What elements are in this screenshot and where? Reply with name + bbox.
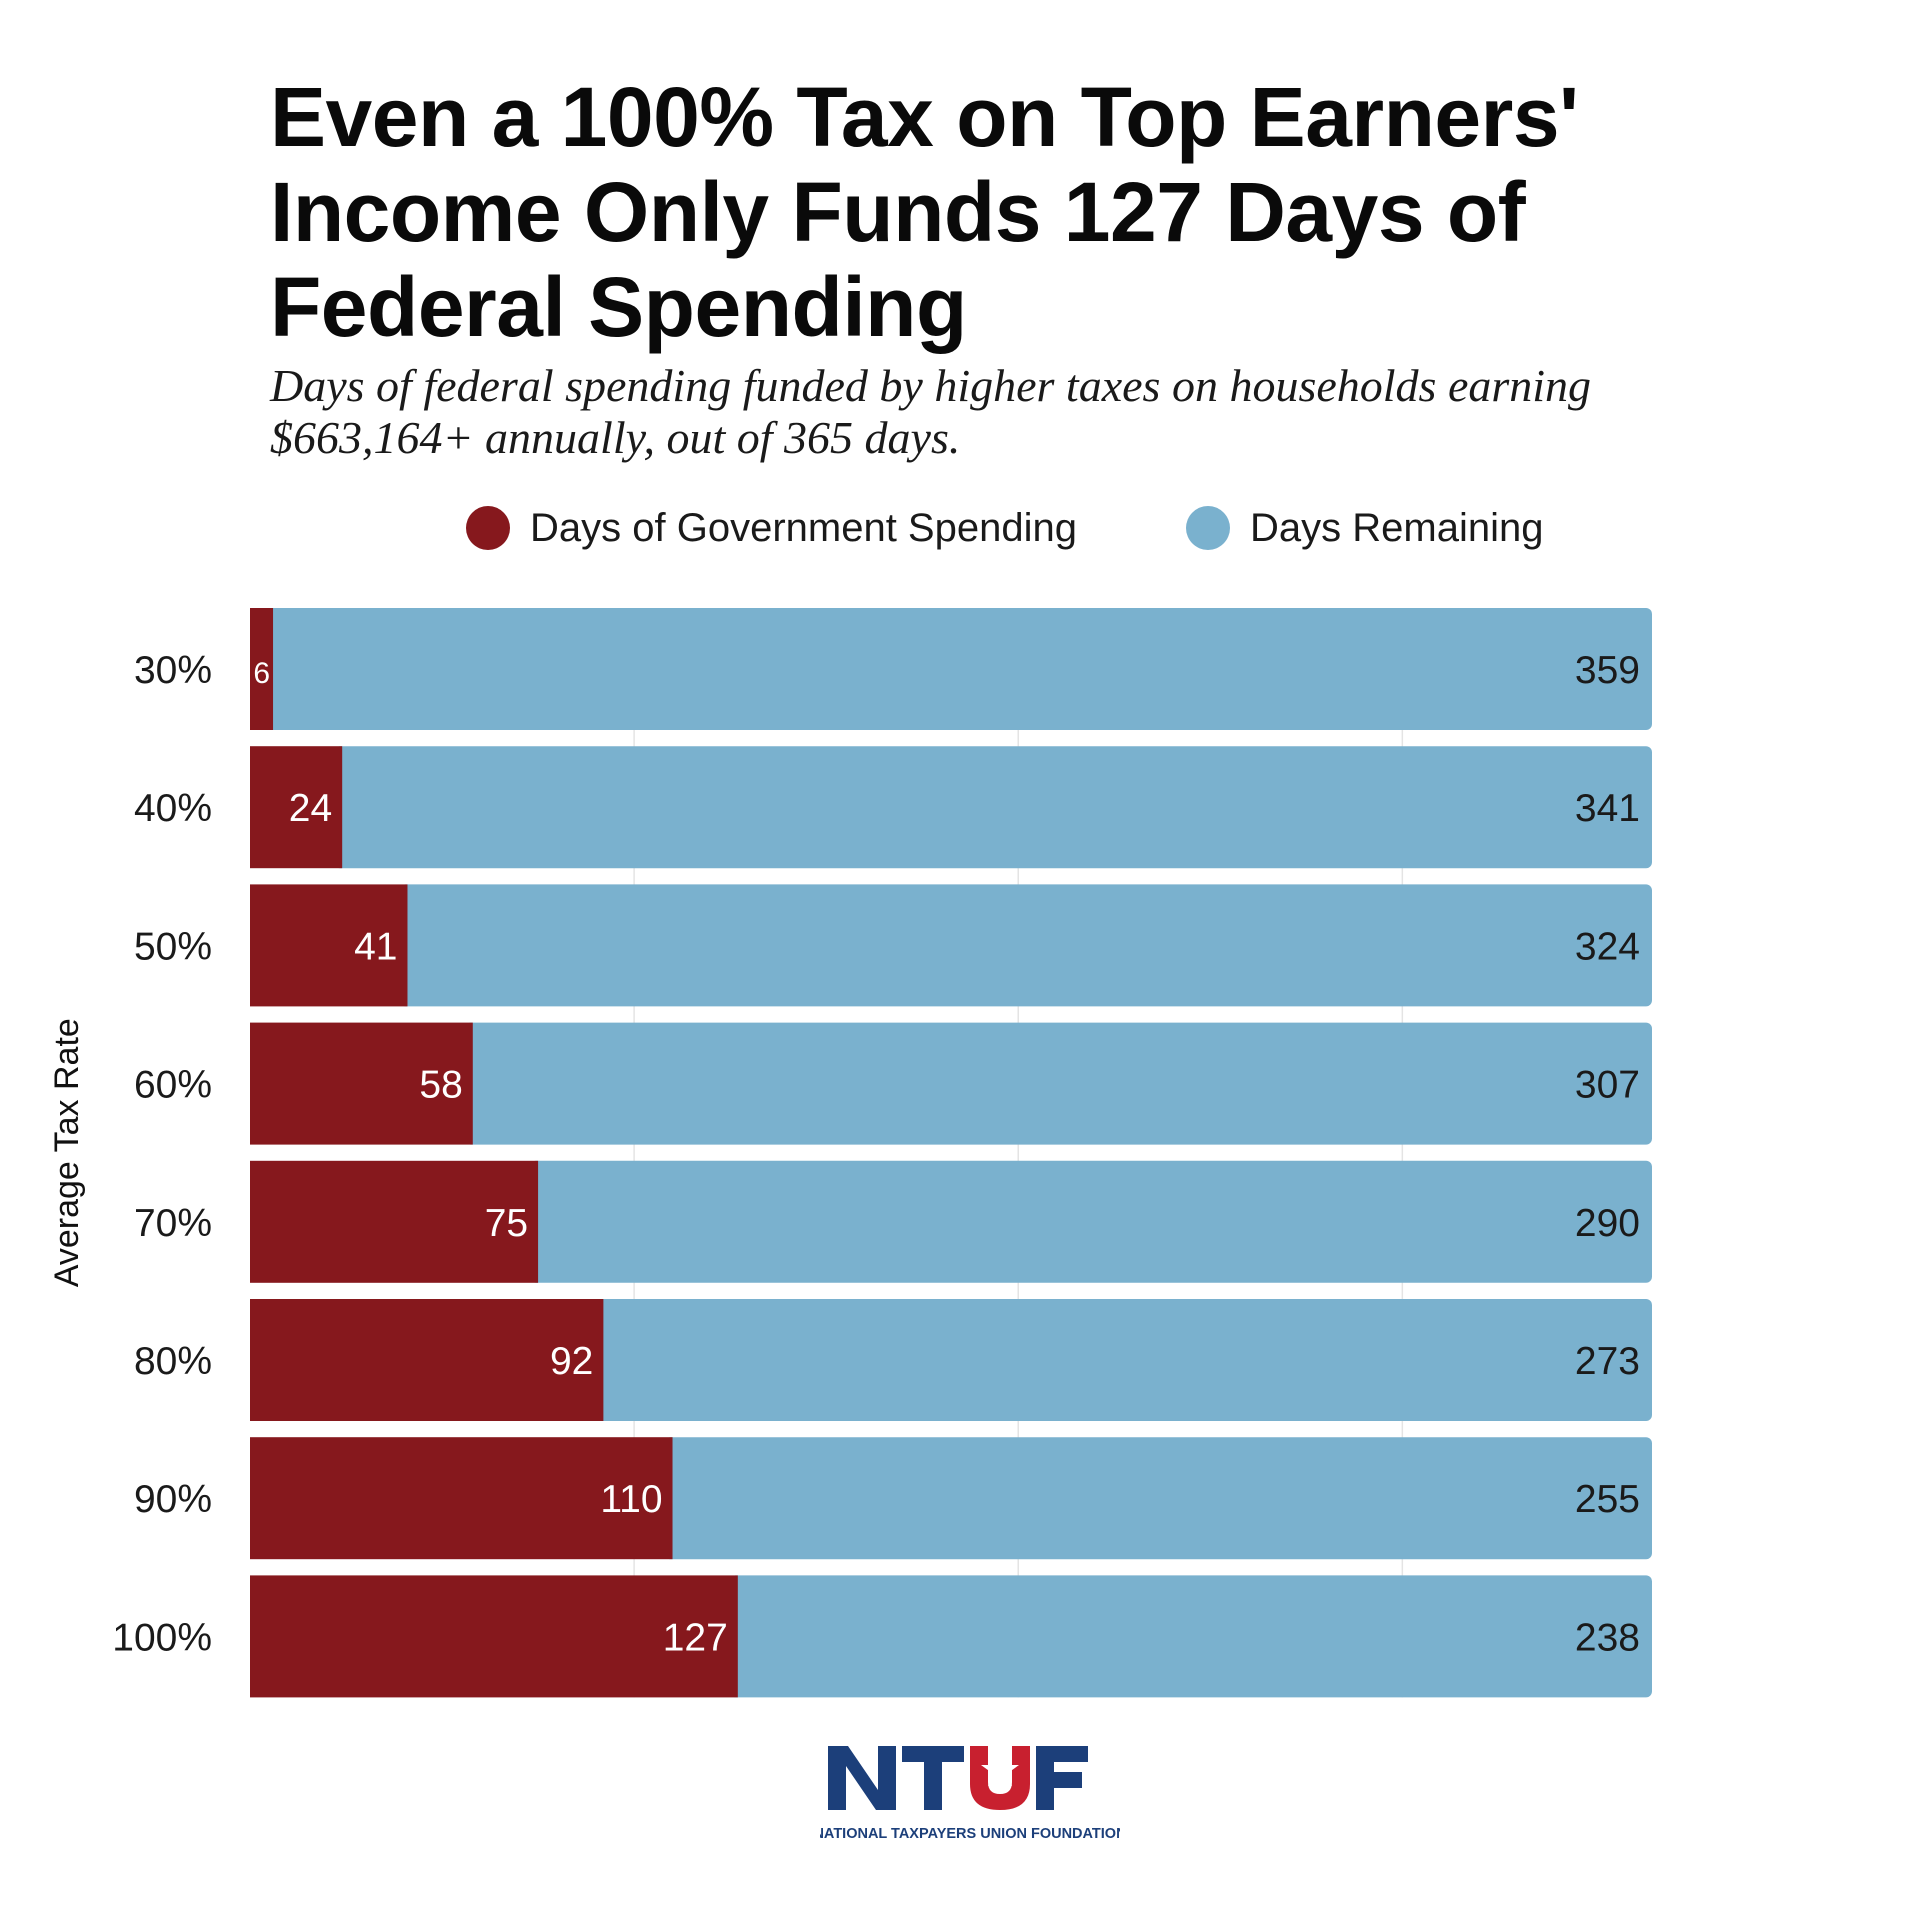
data-label-spending: 6 <box>253 657 270 690</box>
bar-spending <box>250 1575 738 1698</box>
y-tick-label: 70% <box>134 1202 212 1245</box>
bar-remaining <box>399 884 1653 1007</box>
data-label-spending: 127 <box>663 1616 728 1659</box>
bar-remaining <box>464 1022 1652 1145</box>
legend-item-spending: Days of Government Spending <box>466 500 1077 556</box>
bar-spending <box>250 1299 604 1421</box>
data-label-spending: 110 <box>600 1478 662 1521</box>
y-tick-label: 30% <box>134 649 212 692</box>
data-label-remaining: 290 <box>1575 1202 1640 1245</box>
legend-label-spending: Days of Government Spending <box>530 505 1077 550</box>
chart-subtitle: Days of federal spending funded by highe… <box>270 360 1592 463</box>
data-label-remaining: 307 <box>1575 1064 1640 1107</box>
y-tick-label: 50% <box>134 925 212 968</box>
data-label-spending: 41 <box>354 925 397 968</box>
bar-remaining <box>595 1299 1652 1421</box>
bar-remaining <box>530 1160 1652 1283</box>
legend-swatch-spending <box>466 506 510 550</box>
bar-remaining <box>265 608 1652 730</box>
y-tick-label: 40% <box>134 787 212 830</box>
data-label-spending: 75 <box>485 1202 528 1245</box>
legend-swatch-remaining <box>1186 506 1230 550</box>
y-tick-label: 80% <box>134 1340 212 1383</box>
bar-chart: 30% 6 359 40% 24 341 50% 41 324 60% 58 307 70% 75 290 8… <box>48 608 1653 1698</box>
bar-spending <box>250 1160 539 1283</box>
data-label-spending: 58 <box>419 1064 462 1107</box>
bar-spending <box>250 746 343 869</box>
data-label-remaining: 255 <box>1575 1478 1640 1521</box>
logo-letter-f <box>1036 1746 1088 1810</box>
y-tick-label: 100% <box>112 1616 212 1659</box>
data-label-spending: 92 <box>550 1340 593 1383</box>
bar-remaining <box>664 1437 1652 1560</box>
logo-organization-name: NATIONAL TAXPAYERS UNION FOUNDATION <box>820 1826 1120 1842</box>
bar-spending <box>250 608 274 730</box>
ntuf-logo: NATIONAL TAXPAYERS UNION FOUNDATION <box>820 1746 1120 1842</box>
legend: Days of Government Spending Days Remaini… <box>0 500 1920 556</box>
bar-remaining <box>729 1575 1652 1698</box>
data-label-remaining: 359 <box>1575 649 1640 692</box>
chart-title: Even a 100% Tax on Top Earners' Income O… <box>270 70 1579 354</box>
star-icon <box>981 1752 1019 1786</box>
data-label-remaining: 273 <box>1575 1340 1640 1383</box>
data-label-remaining: 238 <box>1575 1616 1640 1659</box>
bar-spending <box>250 1022 473 1145</box>
bar-spending <box>250 884 408 1007</box>
y-tick-label: 60% <box>134 1064 212 1107</box>
bar-spending <box>250 1437 673 1560</box>
legend-item-remaining: Days Remaining <box>1186 500 1543 556</box>
legend-label-remaining: Days Remaining <box>1250 505 1544 550</box>
bar-remaining <box>334 746 1653 869</box>
data-label-remaining: 324 <box>1575 925 1640 968</box>
logo-letter-t <box>902 1746 964 1810</box>
y-tick-label: 90% <box>134 1478 212 1521</box>
data-label-remaining: 341 <box>1575 787 1640 830</box>
logo-letter-n <box>828 1746 896 1810</box>
y-axis-title: Average Tax Rate <box>48 1018 86 1287</box>
data-label-spending: 24 <box>289 787 332 830</box>
logo-shield-u <box>970 1746 1030 1810</box>
